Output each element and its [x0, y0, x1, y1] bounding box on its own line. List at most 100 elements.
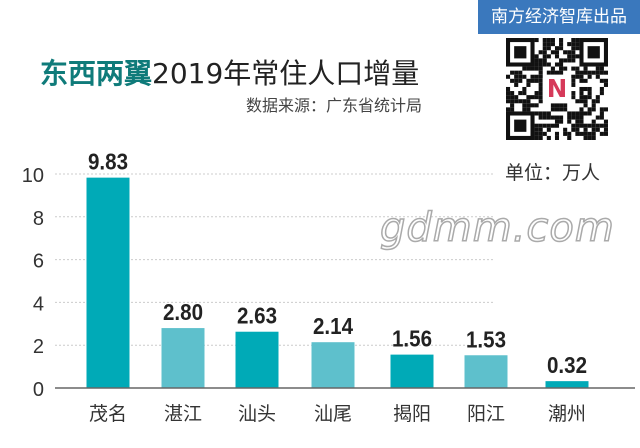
qr-module	[510, 107, 515, 112]
qr-module	[579, 131, 584, 136]
qr-module	[550, 38, 555, 43]
qr-module	[575, 119, 580, 124]
qr-module	[534, 78, 539, 83]
qr-module	[583, 99, 588, 104]
qr-module	[595, 66, 600, 71]
qr-module	[546, 42, 551, 47]
qr-module	[563, 103, 568, 108]
qr-module	[575, 115, 580, 120]
qr-module	[575, 99, 580, 104]
qr-module	[571, 74, 576, 79]
qr-module	[554, 70, 560, 75]
qr-module	[510, 70, 515, 75]
data-label: 2.80	[163, 299, 203, 325]
qr-module	[571, 111, 576, 116]
qr-module	[546, 54, 551, 59]
qr-module	[554, 135, 560, 140]
qr-module	[550, 70, 555, 75]
qr-module	[599, 111, 604, 116]
qr-module	[550, 107, 555, 112]
y-tick-label: 0	[33, 379, 44, 401]
qr-module	[579, 70, 584, 75]
qr-finder	[579, 38, 608, 67]
qr-module	[538, 111, 543, 116]
qr-module	[526, 99, 531, 104]
qr-module	[542, 111, 547, 116]
qr-module	[510, 91, 515, 96]
qr-module	[595, 115, 600, 120]
qr-module	[542, 38, 547, 43]
qr-module	[571, 38, 576, 43]
qr-module	[542, 50, 547, 55]
qr-module	[579, 78, 584, 83]
qr-module	[575, 74, 580, 79]
qr-module	[595, 123, 600, 128]
qr-module	[550, 103, 555, 108]
qr-module	[587, 107, 592, 112]
qr-module	[591, 123, 596, 128]
x-tick-label: 潮州	[548, 403, 586, 425]
qr-module	[559, 38, 564, 43]
qr-module	[554, 123, 560, 128]
y-tick-label: 10	[22, 165, 44, 187]
qr-module	[514, 99, 519, 104]
qr-module	[534, 111, 539, 116]
qr-module	[542, 58, 547, 63]
qr-module	[538, 74, 543, 79]
qr-module	[567, 135, 572, 140]
qr-module	[583, 123, 588, 128]
data-label: 9.83	[88, 149, 128, 175]
qr-module	[583, 131, 588, 136]
qr-module	[571, 42, 576, 47]
qr-module	[526, 66, 531, 71]
qr-module	[599, 86, 604, 92]
bar-1	[161, 328, 205, 388]
qr-module	[546, 38, 551, 43]
qr-module	[534, 74, 539, 79]
qr-module	[603, 78, 608, 83]
qr-module	[575, 123, 580, 128]
x-tick-label: 湛江	[164, 403, 202, 425]
qr-module	[599, 115, 604, 120]
qr-module	[579, 115, 584, 120]
qr-module	[583, 95, 588, 100]
qr-module	[563, 131, 568, 136]
data-label: 0.32	[547, 352, 587, 378]
publisher-badge: 南方经济智库出品	[478, 0, 640, 34]
qr-module	[579, 119, 584, 124]
qr-module	[506, 86, 511, 92]
qr-module	[542, 123, 547, 128]
bar-0	[86, 177, 130, 388]
y-tick-label: 8	[33, 208, 44, 230]
qr-module	[567, 131, 572, 136]
qr-module	[567, 58, 572, 63]
qr-module	[506, 95, 511, 100]
qr-module	[554, 107, 560, 112]
qr-module	[546, 135, 551, 140]
qr-module	[538, 131, 543, 136]
qr-module	[554, 50, 560, 55]
x-tick-label: 阳江	[467, 403, 505, 425]
qr-module	[559, 103, 564, 108]
qr-module	[571, 115, 576, 120]
qr-finder-center	[514, 119, 527, 132]
qr-module	[583, 70, 588, 75]
qr-module	[550, 42, 555, 47]
qr-module	[518, 74, 523, 79]
qr-module	[567, 115, 572, 120]
qr-module	[522, 66, 527, 71]
qr-module	[534, 62, 539, 67]
qr-module	[575, 54, 580, 59]
bar-6	[545, 381, 589, 388]
qr-module	[587, 95, 592, 100]
qr-module	[538, 95, 543, 100]
qr-module	[571, 123, 576, 128]
qr-module	[534, 131, 539, 136]
qr-module	[595, 74, 600, 79]
qr-module	[534, 103, 539, 108]
qr-module	[575, 46, 580, 51]
qr-module	[567, 50, 572, 55]
qr-module	[534, 135, 539, 140]
qr-module	[538, 62, 543, 67]
qr-module	[571, 50, 576, 55]
